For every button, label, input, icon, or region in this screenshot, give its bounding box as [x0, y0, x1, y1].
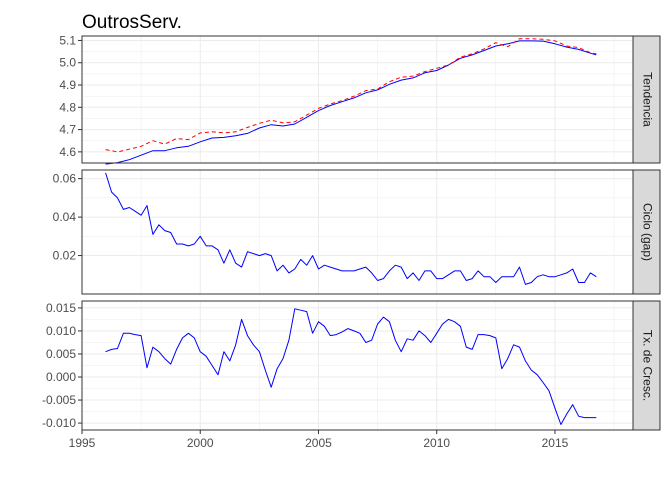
x-tick-label: 2005 — [305, 436, 332, 450]
y-tick-label: 0.010 — [46, 324, 76, 338]
series-line-1 — [105, 172, 597, 285]
strip-box — [632, 300, 661, 431]
series-line-1 — [105, 308, 597, 425]
panel-3: -0.010 -0.005 0.000 0.005 0.010 0.015 Tx. de C… — [42, 300, 661, 431]
x-tick-label: 2000 — [187, 436, 214, 450]
x-axis: 1995 2000 2005 2010 2015 — [69, 430, 569, 450]
panels: 4.6 4.7 4.8 4.9 5.0 5.1 Tendencia 0.02 0.04 0.06 C… — [42, 33, 661, 431]
strip-label: Tendencia — [640, 72, 654, 127]
y-tick-label: 4.7 — [59, 123, 76, 137]
y-tick-label: 4.9 — [59, 78, 76, 92]
y-tick-label: 0.06 — [53, 172, 77, 186]
y-tick-label: 5.0 — [59, 56, 76, 70]
x-tick-label: 2015 — [542, 436, 569, 450]
y-tick-label: 5.1 — [59, 33, 76, 47]
y-tick-label: 0.005 — [46, 347, 76, 361]
y-tick-label: 0.015 — [46, 301, 76, 315]
series-line-1 — [105, 40, 597, 165]
panel-background — [82, 36, 633, 163]
y-tick-label: -0.010 — [42, 416, 76, 430]
x-tick-label: 1995 — [69, 436, 96, 450]
y-tick-label: 4.6 — [59, 145, 76, 159]
y-tick-label: -0.005 — [42, 393, 76, 407]
strip-box — [632, 169, 661, 295]
panel-2: 0.02 0.04 0.06 Ciclo (gap) — [53, 169, 661, 295]
y-tick-label: 0.04 — [53, 210, 77, 224]
chart-title: OutrosServ. — [82, 12, 182, 33]
y-tick-label: 0.000 — [46, 370, 76, 384]
panel-background — [82, 170, 633, 294]
y-tick-label: 0.02 — [53, 249, 77, 263]
strip-label: Ciclo (gap) — [640, 203, 654, 261]
y-tick-label: 4.8 — [59, 100, 76, 114]
panel-1: 4.6 4.7 4.8 4.9 5.0 5.1 Tendencia — [59, 33, 661, 165]
strip-label: Tx. de Cresc. — [640, 330, 654, 401]
strip-box — [632, 35, 661, 164]
series-line-2 — [105, 38, 597, 153]
x-tick-label: 2010 — [423, 436, 450, 450]
